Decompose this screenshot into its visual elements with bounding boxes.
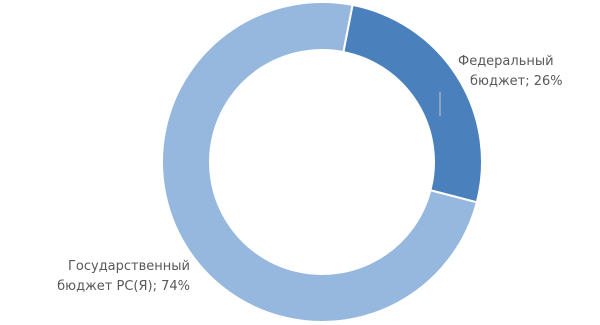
slice-label-state-line1: Государственный bbox=[67, 259, 190, 274]
slice-state-budget bbox=[161, 1, 479, 323]
slice-label-state: Государственный бюджет РС(Я); 74% bbox=[57, 257, 190, 297]
slice-federal-budget bbox=[342, 3, 483, 204]
slice-label-federal: Федеральный бюджет; 26% bbox=[458, 52, 563, 92]
slice-label-federal-line1: Федеральный bbox=[458, 54, 554, 69]
slice-label-state-line2: бюджет РС(Я); 74% bbox=[57, 279, 190, 294]
slice-label-federal-line2: бюджет; 26% bbox=[470, 74, 563, 89]
donut-slices bbox=[161, 1, 483, 323]
